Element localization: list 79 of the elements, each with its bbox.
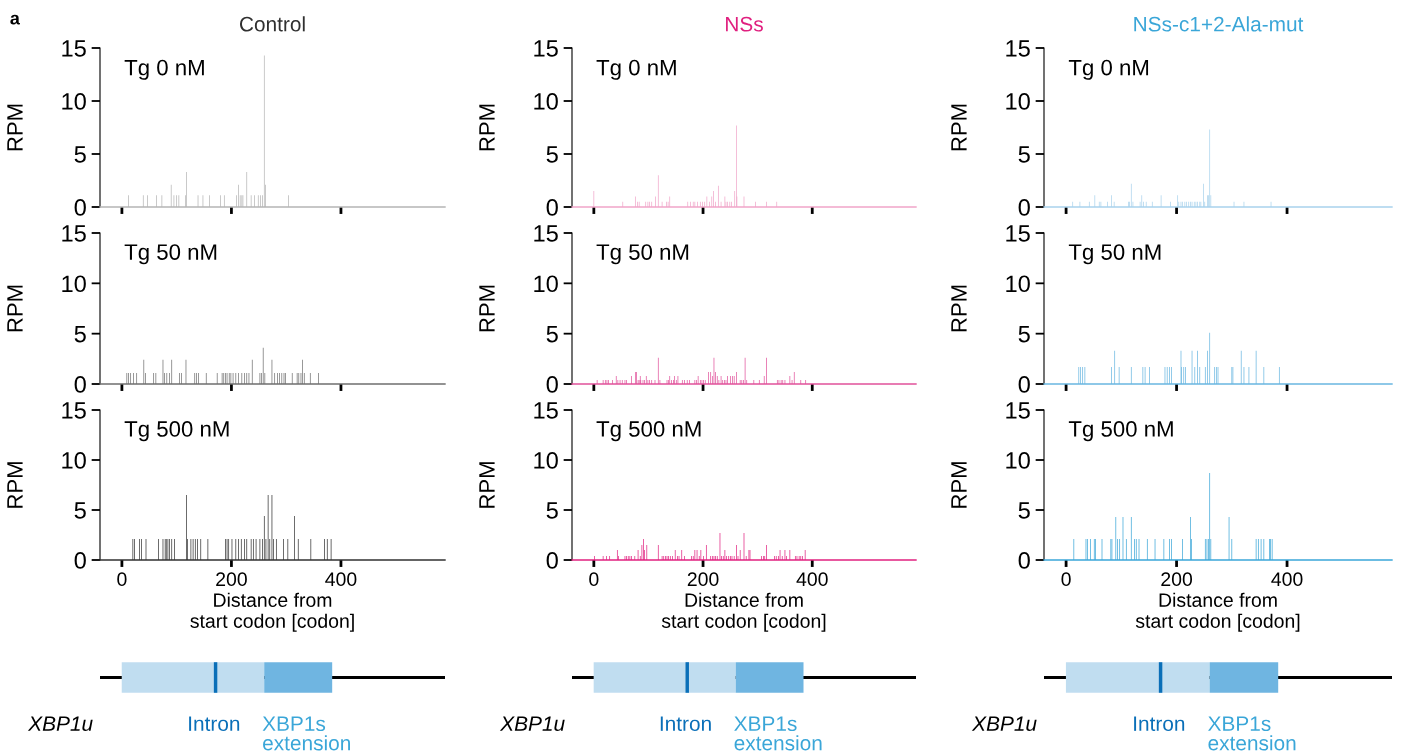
y-tick-label: 5	[74, 502, 86, 519]
annotation: Tg 0 nM	[1068, 59, 1149, 80]
y-tick-label: 0	[546, 199, 558, 216]
y-tick-label: 10	[62, 275, 86, 293]
y-axis-title: RPM	[951, 462, 967, 508]
y-tick-label: 15	[1006, 402, 1030, 419]
annotation: Tg 500 nM	[596, 421, 701, 442]
text: XBP1s extension	[734, 716, 822, 751]
y-tick-label: 0	[74, 552, 86, 569]
y-tick-label: 15	[1006, 225, 1030, 242]
y-tick-label: 10	[62, 93, 86, 110]
y-tick-label: 0	[74, 199, 86, 216]
chart-title: Control	[239, 16, 305, 32]
text: Intron	[189, 716, 240, 732]
y-axis-title: RPM	[951, 285, 967, 332]
y-axis-title: RPM	[951, 104, 967, 151]
x-axis-title: Distance from start codon [codon]	[661, 592, 826, 632]
text: Intron	[660, 716, 711, 732]
annotation: Tg 0 nM	[596, 59, 676, 80]
y-tick-label: 10	[1006, 452, 1030, 469]
y-tick-label: 15	[62, 402, 86, 419]
annotation: Tg 50 nM	[596, 244, 689, 265]
x-tick-label: 0	[1061, 572, 1071, 587]
x-tick-label: 400	[796, 572, 828, 587]
y-tick-label: 5	[74, 146, 86, 163]
text: XBP1s extension	[262, 716, 350, 751]
x-tick-label: 0	[589, 572, 599, 587]
y-axis-title: RPM	[479, 462, 495, 508]
x-axis-title: Distance from start codon [codon]	[190, 592, 354, 632]
x-tick-label: 200	[687, 572, 719, 587]
y-axis-title: RPM	[7, 285, 23, 332]
annotation: Tg 50 nM	[1068, 244, 1161, 265]
y-tick-label: 10	[534, 275, 558, 293]
x-tick-label: 200	[1161, 572, 1193, 587]
y-tick-label: 5	[546, 502, 558, 519]
y-tick-label: 0	[1018, 376, 1030, 393]
y-tick-label: 10	[1006, 275, 1030, 293]
chart-title: NSs-c1+2-Ala-mut	[1134, 16, 1304, 32]
x-tick-label: 400	[325, 572, 357, 587]
y-tick-label: 0	[546, 552, 558, 569]
y-axis-title: RPM	[7, 104, 23, 151]
text: a	[10, 14, 20, 25]
y-axis-title: RPM	[7, 462, 23, 508]
y-tick-label: 5	[546, 146, 558, 163]
y-tick-label: 10	[62, 452, 86, 469]
y-axis-title: RPM	[479, 104, 495, 151]
chart-title: NSs	[726, 16, 763, 32]
y-tick-label: 0	[74, 376, 86, 393]
y-tick-label: 15	[62, 40, 86, 57]
y-tick-label: 5	[1018, 146, 1030, 163]
annotation: Tg 500 nM	[124, 421, 229, 442]
y-tick-label: 15	[62, 225, 86, 242]
y-tick-label: 5	[74, 325, 86, 343]
text: Intron	[1134, 716, 1185, 732]
text: XBP1u	[971, 716, 1037, 732]
annotation: Tg 0 nM	[124, 59, 204, 80]
x-axis-title: Distance from start codon [codon]	[1135, 592, 1300, 632]
y-tick-label: 0	[1018, 199, 1030, 216]
y-tick-label: 15	[534, 225, 558, 242]
y-tick-label: 5	[1018, 502, 1030, 519]
y-tick-label: 10	[1006, 93, 1030, 110]
annotation: Tg 50 nM	[124, 244, 217, 265]
y-axis-title: RPM	[479, 285, 495, 332]
y-tick-label: 15	[534, 402, 558, 419]
annotation: Tg 500 nM	[1068, 421, 1173, 442]
x-tick-label: 400	[1271, 572, 1303, 587]
text: XBP1u	[27, 716, 93, 732]
y-tick-label: 10	[534, 93, 558, 110]
y-tick-label: 15	[534, 40, 558, 57]
x-tick-label: 200	[216, 572, 247, 587]
y-tick-label: 0	[1018, 552, 1030, 569]
y-tick-label: 15	[1006, 40, 1030, 57]
y-tick-label: 5	[546, 325, 558, 343]
x-tick-label: 0	[117, 572, 127, 587]
y-tick-label: 5	[1018, 325, 1030, 343]
y-tick-label: 10	[534, 452, 558, 469]
text: XBP1u	[499, 716, 565, 732]
text: XBP1s extension	[1208, 716, 1296, 751]
y-tick-label: 0	[546, 376, 558, 393]
